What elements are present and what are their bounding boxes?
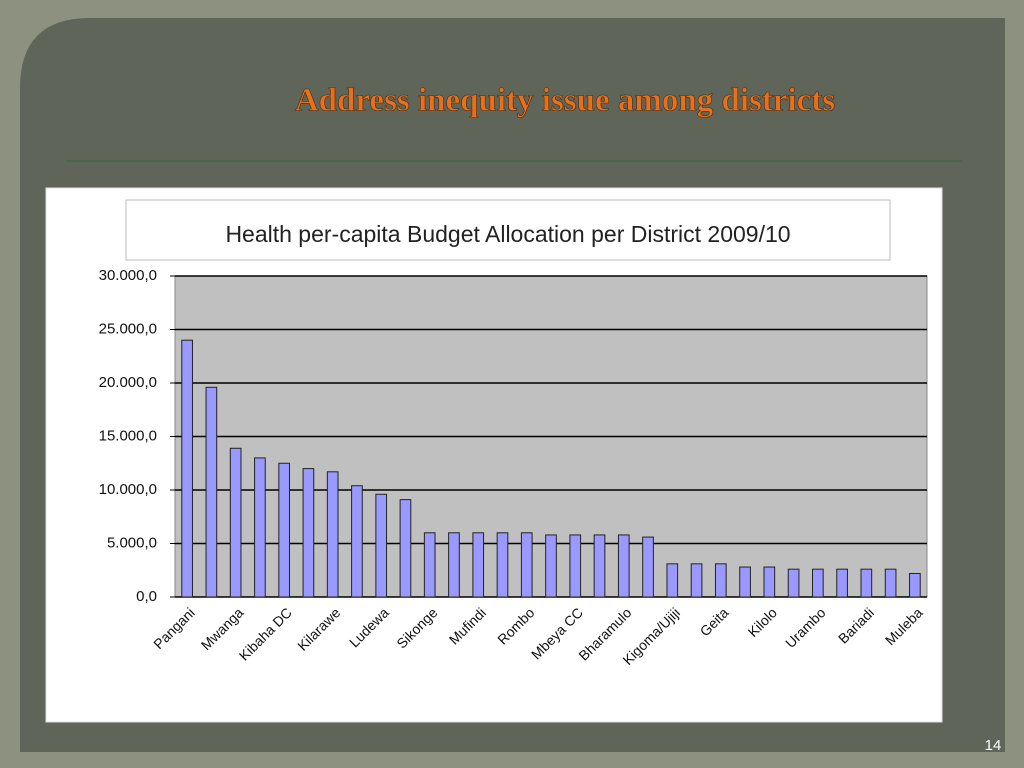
bar — [836, 568, 848, 598]
bar — [714, 563, 727, 598]
bar — [763, 566, 776, 598]
y-tick-label: 5.000,0 — [107, 534, 157, 551]
bar — [181, 339, 193, 598]
bar — [326, 471, 339, 598]
slide-title: Address inequity issue among districts — [295, 83, 835, 119]
bar — [399, 499, 412, 598]
bar — [229, 447, 242, 598]
bar — [423, 532, 436, 598]
y-tick-label: 30.000,0 — [99, 267, 157, 284]
y-tick-label: 25.000,0 — [99, 320, 157, 337]
y-tick-label: 0,0 — [136, 588, 157, 605]
bar — [302, 468, 315, 598]
bar — [496, 532, 509, 598]
bar — [690, 563, 703, 598]
bar — [520, 532, 533, 598]
bar — [254, 457, 266, 598]
bar — [375, 493, 388, 598]
bar — [909, 572, 921, 598]
bar — [666, 563, 679, 598]
page-number: 14 — [985, 737, 1002, 754]
bar — [351, 485, 363, 598]
bar — [278, 462, 290, 598]
bar — [448, 532, 460, 598]
chart-title: Health per-capita Budget Allocation per … — [225, 221, 790, 247]
bar — [545, 534, 557, 598]
bar — [593, 534, 606, 598]
chart-title-box — [125, 199, 891, 261]
bar — [472, 532, 485, 598]
bar — [739, 566, 751, 598]
bar — [787, 568, 800, 598]
bar — [617, 534, 630, 598]
bar — [642, 536, 654, 598]
bar — [812, 568, 824, 598]
bar — [205, 386, 218, 598]
bar — [884, 568, 897, 598]
y-tick-label: 20.000,0 — [99, 374, 157, 391]
bar — [860, 568, 873, 598]
y-tick-label: 10.000,0 — [99, 481, 157, 498]
bar — [569, 534, 582, 598]
y-tick-label: 15.000,0 — [99, 427, 157, 444]
